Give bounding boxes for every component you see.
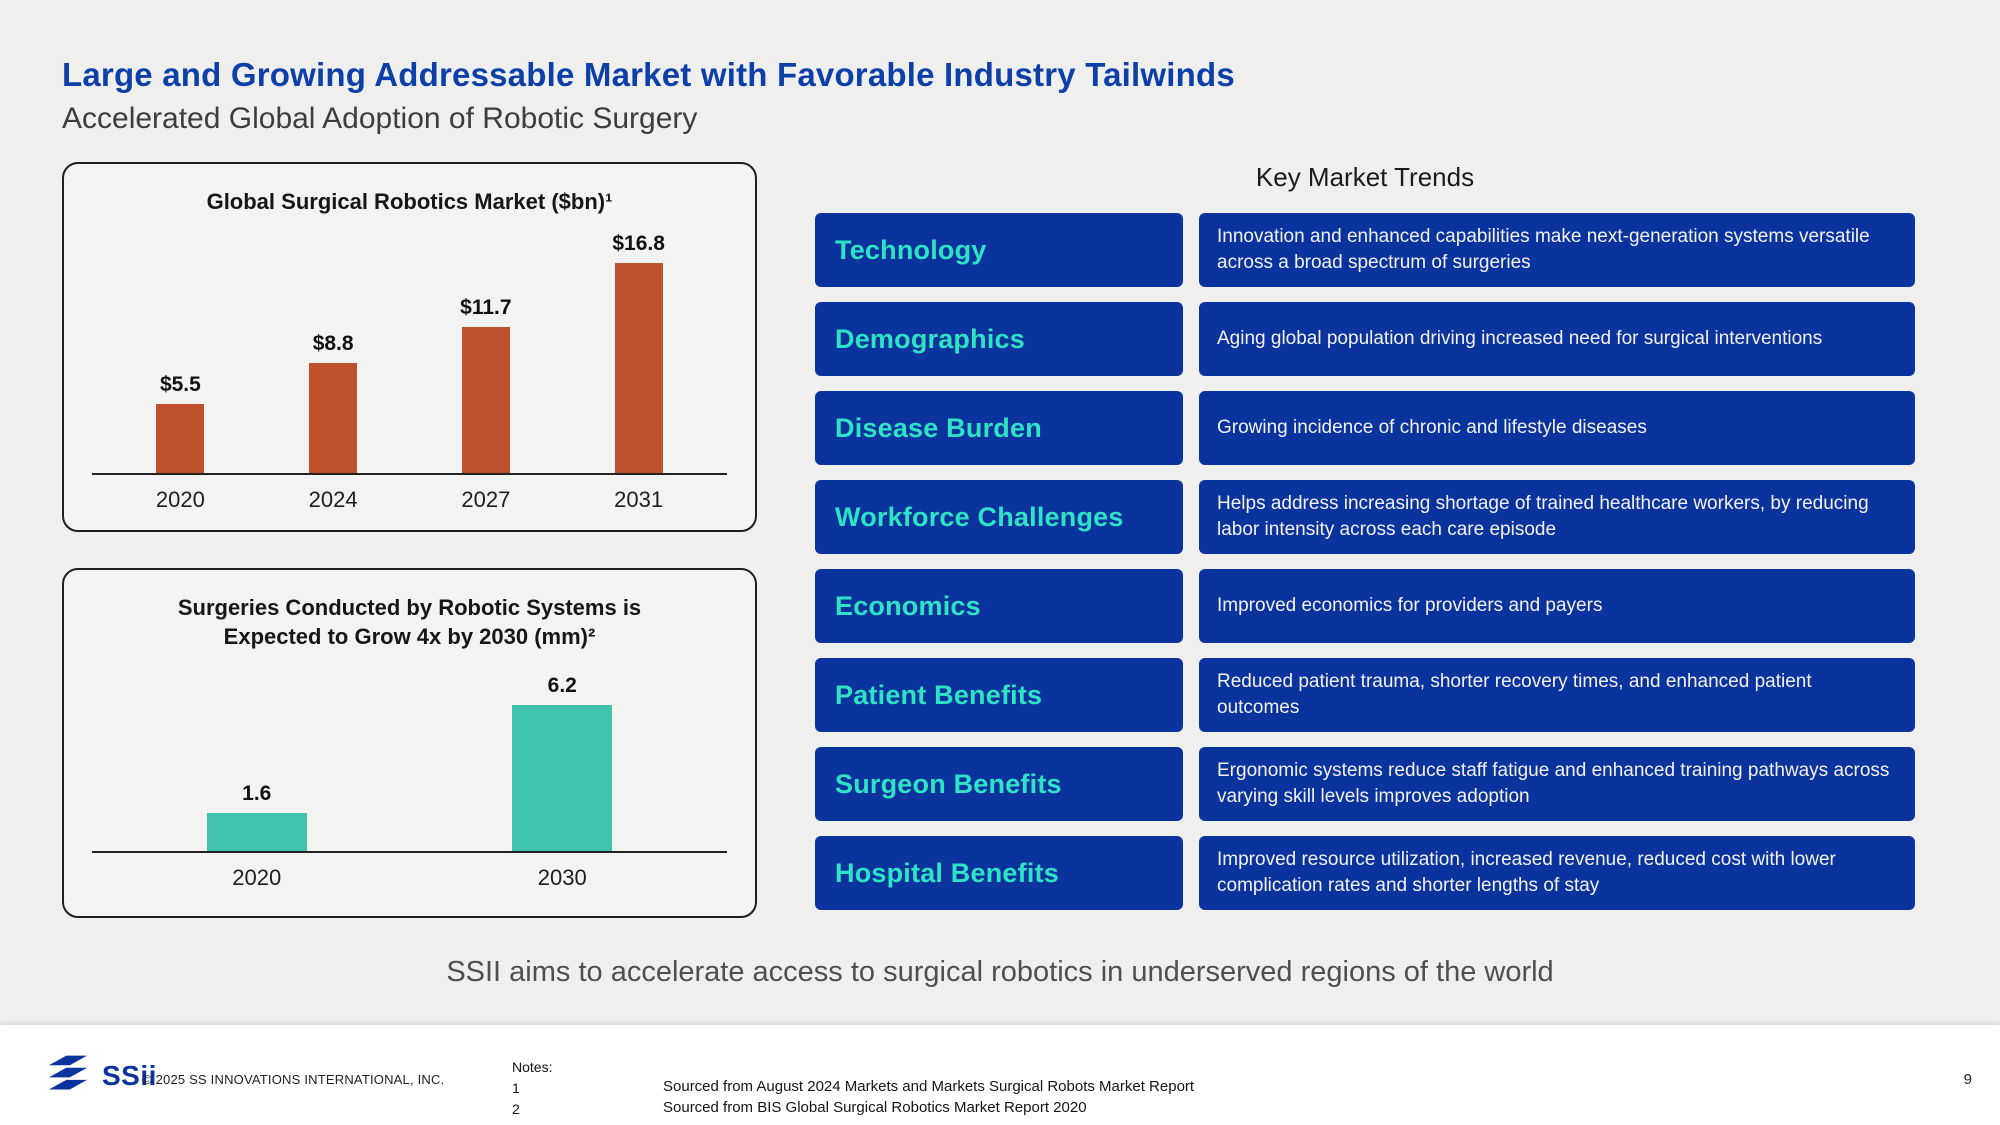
ssii-logo-icon (42, 1051, 94, 1100)
trend-label-pill: Technology (815, 213, 1183, 287)
trend-description-pill: Reduced patient trauma, shorter recovery… (1199, 658, 1915, 732)
bar-column: 1.6 (104, 782, 410, 852)
x-axis-label: 2030 (537, 865, 587, 891)
bar-column: $16.8 (562, 232, 715, 473)
trend-description-pill: Innovation and enhanced capabilities mak… (1199, 213, 1915, 287)
trend-description-pill: Improved economics for providers and pay… (1199, 569, 1915, 643)
slide-header: Large and Growing Addressable Market wit… (0, 0, 2000, 136)
bar-column: $5.5 (104, 373, 257, 473)
note-number: 1 (512, 1080, 520, 1096)
market-chart-x-axis: 2020 2024 2027 2031 (92, 487, 727, 513)
bar (156, 403, 205, 473)
surgeries-chart-plot: 1.6 6.2 (92, 657, 727, 854)
trend-label-pill: Economics (815, 569, 1183, 643)
trend-label-pill: Workforce Challenges (815, 480, 1183, 554)
page-subtitle: Accelerated Global Adoption of Robotic S… (62, 102, 698, 135)
trends-grid: Technology Innovation and enhanced capabi… (815, 213, 1915, 910)
bar-column: $11.7 (410, 296, 563, 473)
note-source-text: Sourced from BIS Global Surgical Robotic… (663, 1099, 1087, 1116)
trend-description-pill: Aging global population driving increase… (1199, 302, 1915, 376)
footer: SSii © 2025 SS INNOVATIONS INTERNATIONAL… (0, 1025, 2000, 1125)
note-source-text: Sourced from August 2024 Markets and Mar… (663, 1078, 1195, 1095)
trend-description-pill: Improved resource utilization, increased… (1199, 836, 1915, 910)
bar (206, 813, 307, 852)
bar-value-label: $11.7 (460, 295, 512, 319)
bar (512, 705, 613, 852)
bar-value-label: $16.8 (612, 231, 665, 255)
bar (461, 326, 510, 473)
logo-text: SSii (102, 1059, 157, 1091)
bar-column: 6.2 (410, 674, 716, 852)
charts-column: Global Surgical Robotics Market ($bn)¹ $… (62, 162, 757, 918)
x-axis-label: 2020 (155, 486, 205, 512)
bar (614, 262, 663, 473)
company-logo: SSii (42, 1051, 157, 1100)
trend-description-pill: Growing incidence of chronic and lifesty… (1199, 391, 1915, 465)
bar-value-label: 6.2 (547, 674, 577, 698)
x-axis-label: 2020 (232, 865, 282, 891)
tagline: SSII aims to accelerate access to surgic… (446, 956, 1554, 988)
notes-label: Notes: (512, 1059, 553, 1075)
bar-column: $8.8 (257, 332, 410, 473)
trend-label-pill: Patient Benefits (815, 658, 1183, 732)
market-chart-card: Global Surgical Robotics Market ($bn)¹ $… (62, 162, 757, 532)
x-axis-label: 2024 (308, 486, 358, 512)
trends-column: Key Market Trends Technology Innovation a… (815, 162, 1915, 918)
surgeries-chart-card: Surgeries Conducted by Robotic Systems i… (62, 568, 757, 918)
page-title: Large and Growing Addressable Market wit… (62, 56, 1235, 93)
surgeries-chart-x-axis: 2020 2030 (92, 865, 727, 891)
content-area: Global Surgical Robotics Market ($bn)¹ $… (0, 162, 2000, 918)
trend-label-pill: Hospital Benefits (815, 836, 1183, 910)
trend-label-pill: Disease Burden (815, 391, 1183, 465)
x-axis-label: 2027 (461, 486, 511, 512)
note-number: 2 (512, 1101, 520, 1117)
page-number: 9 (1963, 1071, 1972, 1088)
trend-label-pill: Surgeon Benefits (815, 747, 1183, 821)
bar (309, 362, 358, 473)
copyright-text: © 2025 SS INNOVATIONS INTERNATIONAL, INC… (142, 1072, 445, 1087)
bar-value-label: $8.8 (312, 331, 354, 355)
bar-value-label: $5.5 (159, 372, 201, 396)
trend-description-pill: Ergonomic systems reduce staff fatigue a… (1199, 747, 1915, 821)
trends-header: Key Market Trends (1255, 162, 1475, 192)
x-axis-label: 2031 (614, 486, 664, 512)
trend-description-pill: Helps address increasing shortage of tra… (1199, 480, 1915, 554)
bar-value-label: 1.6 (242, 782, 272, 806)
market-chart-title: Global Surgical Robotics Market ($bn)¹ (206, 189, 613, 214)
surgeries-chart-title: Surgeries Conducted by Robotic Systems i… (177, 595, 642, 649)
market-chart-plot: $5.5 $8.8 $11.7 $16.8 (92, 225, 727, 475)
trend-label-pill: Demographics (815, 302, 1183, 376)
